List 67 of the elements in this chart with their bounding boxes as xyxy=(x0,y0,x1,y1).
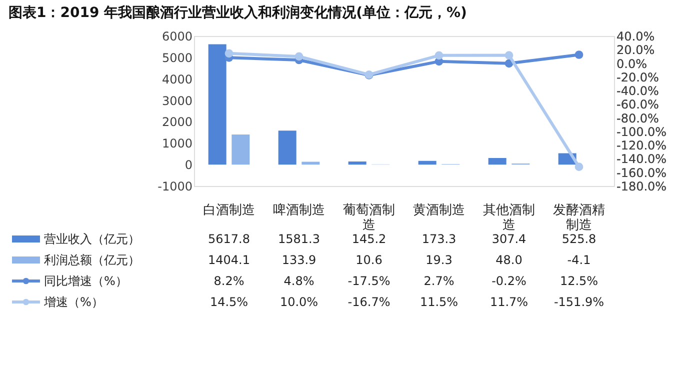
data-label: 12.5% xyxy=(560,274,598,288)
x-tick-label: 发酵酒精制造 xyxy=(553,203,605,233)
point xyxy=(504,51,514,60)
data-label: 14.5% xyxy=(210,295,248,309)
chart-title: 图表1：2019 年我国酿酒行业营业收入和利润变化情况(单位：亿元，%) xyxy=(8,4,467,21)
y2-tick-label: -120.0% xyxy=(616,138,667,153)
data-label: 173.3 xyxy=(422,232,456,246)
data-label: 1581.3 xyxy=(278,232,320,246)
y-tick-label: 5000 xyxy=(162,50,192,65)
data-label: 2.7% xyxy=(424,274,454,288)
data-label: 19.3 xyxy=(426,253,452,267)
x-tick-label: 白酒制造 xyxy=(203,203,255,218)
y2-tick-label: -40.0% xyxy=(616,84,659,98)
y-tick-label: 4000 xyxy=(162,72,192,86)
y-tick-label: -1000 xyxy=(158,180,192,194)
y-tick-label: 3000 xyxy=(162,94,192,108)
data-label: 525.8 xyxy=(562,232,596,246)
x-tick-label: 黄酒制造 xyxy=(413,203,465,218)
data-label: -16.7% xyxy=(348,295,390,309)
data-label: 48.0 xyxy=(496,253,522,267)
point xyxy=(294,52,304,61)
legend-label: 利润总额（亿元） xyxy=(44,253,140,267)
data-label: -4.1 xyxy=(567,253,591,267)
legend-label: 营业收入（亿元） xyxy=(44,232,140,246)
bar xyxy=(488,158,506,165)
data-label: -17.5% xyxy=(348,274,390,288)
y-tick-label: 2000 xyxy=(162,115,192,130)
bar xyxy=(348,161,366,165)
data-label: 11.5% xyxy=(420,295,458,309)
y2-tick-label: -20.0% xyxy=(616,70,659,84)
point xyxy=(574,50,584,59)
data-label: 4.8% xyxy=(284,274,314,288)
y2-tick-label: -160.0% xyxy=(616,166,667,180)
y-tick-label: 0 xyxy=(184,158,192,172)
x-tick-label: 啤酒制造 xyxy=(273,203,325,218)
bar xyxy=(232,134,250,165)
y2-tick-label: -180.0% xyxy=(616,180,667,194)
data-label: 1404.1 xyxy=(208,253,250,267)
data-label: 10.0% xyxy=(280,295,318,309)
point xyxy=(574,162,584,172)
y2-tick-label: -80.0% xyxy=(616,111,659,126)
bar xyxy=(302,162,320,165)
data-label: -0.2% xyxy=(492,274,526,288)
y2-tick-label: -100.0% xyxy=(616,124,667,139)
bar xyxy=(278,130,296,165)
point xyxy=(224,49,234,58)
y2-tick-label: 20.0% xyxy=(616,43,655,58)
data-label: 5617.8 xyxy=(208,232,250,246)
data-label: 11.7% xyxy=(490,295,528,309)
point xyxy=(434,51,444,60)
x-tick-label: 其他酒制造 xyxy=(483,203,535,233)
data-label: 145.2 xyxy=(352,232,386,246)
data-label: 133.9 xyxy=(282,253,316,267)
legend-label: 增速（%） xyxy=(43,295,104,309)
legend-label: 同比增速（%） xyxy=(44,274,128,288)
y2-tick-label: 40.0% xyxy=(616,30,655,44)
y2-tick-label: -60.0% xyxy=(616,98,659,112)
x-tick-label: 葡萄酒制造 xyxy=(343,203,395,233)
y-tick-label: 6000 xyxy=(162,30,192,44)
data-label: 8.2% xyxy=(214,274,244,288)
data-label: -151.9% xyxy=(554,295,604,309)
data-label: 10.6 xyxy=(356,253,382,267)
data-label: 307.4 xyxy=(492,232,526,246)
y2-tick-label: 0.0% xyxy=(616,56,647,71)
y-tick-label: 1000 xyxy=(162,136,192,151)
y2-tick-label: -140.0% xyxy=(616,152,667,166)
bar xyxy=(418,160,436,165)
